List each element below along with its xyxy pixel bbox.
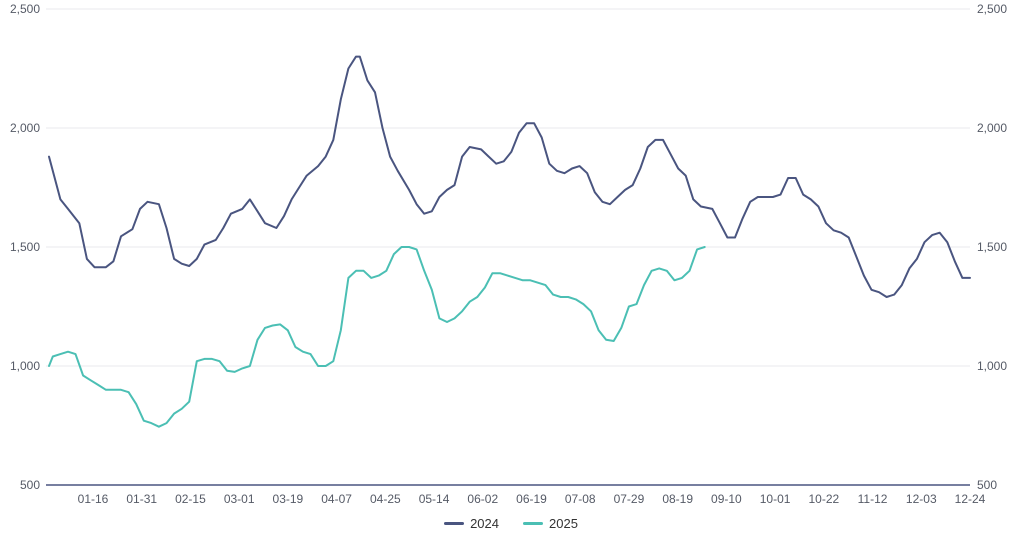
y-tick-label-right: 2,500 bbox=[977, 2, 1007, 16]
y-tick-label-right: 1,000 bbox=[977, 359, 1007, 373]
x-axis-ticks: 01-16 01-31 02-15 03-01 03-19 04-07 04-25 05-14… bbox=[78, 492, 986, 506]
left-y-axis-ticks: 500 1,000 1,500 2,000 2,500 bbox=[10, 2, 40, 492]
legend-item-2025[interactable]: 2025 bbox=[523, 516, 578, 531]
x-tick-label: 06-19 bbox=[516, 492, 547, 506]
x-tick-label: 06-02 bbox=[467, 492, 498, 506]
legend-swatch-2024 bbox=[444, 522, 465, 525]
x-tick-label: 01-16 bbox=[78, 492, 109, 506]
x-tick-label: 09-10 bbox=[711, 492, 742, 506]
series-lines bbox=[48, 55, 971, 428]
y-tick-label-right: 500 bbox=[977, 478, 997, 492]
y-tick-label-left: 1,000 bbox=[10, 359, 40, 373]
x-tick-label: 12-03 bbox=[906, 492, 937, 506]
x-tick-label: 04-25 bbox=[370, 492, 401, 506]
x-tick-label: 10-01 bbox=[760, 492, 791, 506]
y-tick-label-right: 2,000 bbox=[977, 121, 1007, 135]
y-tick-label-left: 500 bbox=[20, 478, 40, 492]
x-tick-label: 10-22 bbox=[808, 492, 839, 506]
y-tick-label-right: 1,500 bbox=[977, 240, 1007, 254]
y-tick-label-left: 2,500 bbox=[10, 2, 40, 16]
y-tick-label-left: 1,500 bbox=[10, 240, 40, 254]
x-tick-label: 01-31 bbox=[126, 492, 157, 506]
gridlines bbox=[46, 8, 970, 367]
series-line-2024 bbox=[48, 55, 971, 298]
x-tick-label: 03-01 bbox=[224, 492, 255, 506]
series-line-2025 bbox=[48, 246, 706, 428]
legend-label-2025: 2025 bbox=[549, 516, 578, 531]
x-tick-label: 03-19 bbox=[273, 492, 304, 506]
x-tick-label: 11-12 bbox=[858, 492, 888, 506]
right-y-axis-ticks: 500 1,000 1,500 2,000 2,500 bbox=[977, 2, 1007, 492]
legend: 2024 2025 bbox=[0, 516, 1022, 531]
x-tick-label: 08-19 bbox=[662, 492, 693, 506]
y-tick-label-left: 2,000 bbox=[10, 121, 40, 135]
x-tick-label: 04-07 bbox=[321, 492, 352, 506]
x-tick-label: 02-15 bbox=[175, 492, 206, 506]
x-tick-label: 07-29 bbox=[614, 492, 645, 506]
x-tick-label: 07-08 bbox=[565, 492, 596, 506]
x-tick-label: 12-24 bbox=[955, 492, 986, 506]
legend-swatch-2025 bbox=[523, 522, 543, 525]
legend-item-2024[interactable]: 2024 bbox=[444, 516, 499, 531]
x-tick-label: 05-14 bbox=[419, 492, 450, 506]
legend-label-2024: 2024 bbox=[470, 516, 499, 531]
